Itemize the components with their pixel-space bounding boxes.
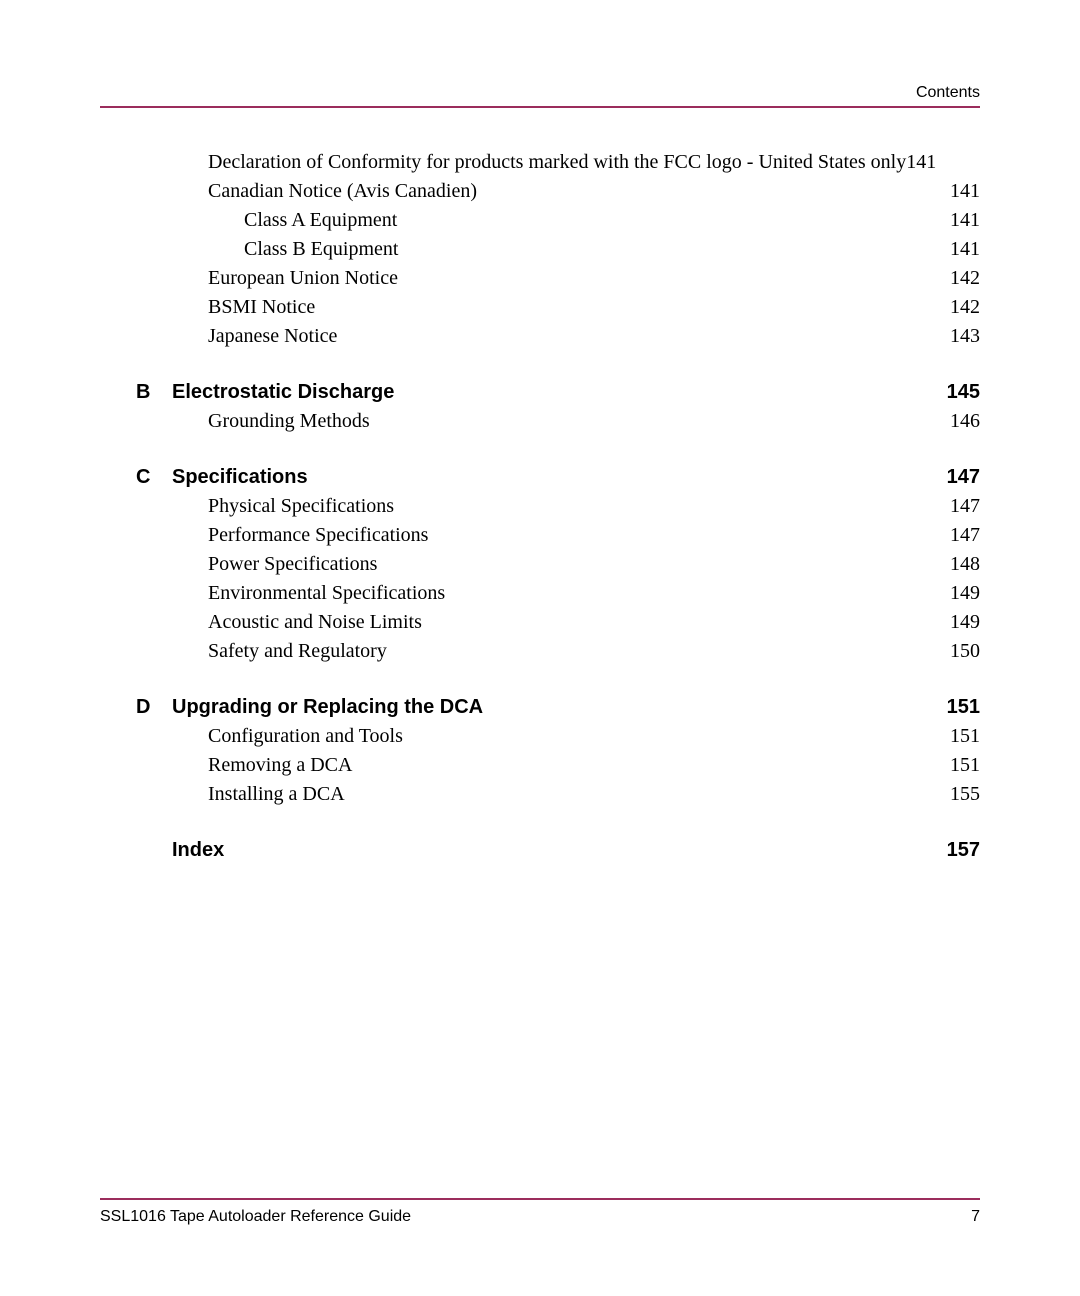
toc-entry: Installing a DCA 155 [172, 780, 980, 809]
toc-entry-page: 147 [950, 492, 980, 521]
toc-entry: Physical Specifications 147 [172, 492, 980, 521]
section-page: 147 [947, 462, 980, 492]
toc-entry-label: Declaration of Conformity for products m… [208, 148, 906, 177]
toc-entry-page: 151 [950, 722, 980, 751]
toc-entry: Japanese Notice 143 [172, 322, 980, 351]
footer-left: SSL1016 Tape Autoloader Reference Guide [100, 1208, 411, 1226]
toc-entry-page: 151 [950, 751, 980, 780]
section-letter: B [136, 377, 172, 407]
footer-right: 7 [971, 1208, 980, 1226]
toc-entry-page: 146 [950, 407, 980, 436]
toc-entry-page: 141 [950, 235, 980, 264]
section-title: Upgrading or Replacing the DCA [172, 692, 483, 722]
toc-entry-page: 141 [950, 206, 980, 235]
toc-entry-label: Canadian Notice (Avis Canadien) [208, 177, 477, 206]
toc-entry: BSMI Notice 142 [172, 293, 980, 322]
section-letter: C [136, 462, 172, 492]
section-heading: DUpgrading or Replacing the DCA151 [172, 692, 980, 722]
toc-entry-label: Performance Specifications [208, 521, 428, 550]
footer: SSL1016 Tape Autoloader Reference Guide … [100, 1198, 980, 1226]
toc-entry-page: 141 [906, 148, 936, 177]
section-title: Electrostatic Discharge [172, 377, 394, 407]
toc-entry: European Union Notice 142 [172, 264, 980, 293]
toc-entry: Canadian Notice (Avis Canadien) 141 [172, 177, 980, 206]
toc-entry-page: 149 [950, 608, 980, 637]
toc-entry: Removing a DCA 151 [172, 751, 980, 780]
toc-entry-label: Grounding Methods [208, 407, 370, 436]
toc-entry-label: Installing a DCA [208, 780, 345, 809]
toc-content: Declaration of Conformity for products m… [100, 148, 980, 865]
toc-entry-label: Class B Equipment [244, 235, 398, 264]
section-title: Index [172, 835, 224, 865]
toc-entry-first: Declaration of Conformity for products m… [172, 148, 980, 177]
section-heading: BElectrostatic Discharge145 [172, 377, 980, 407]
toc-entry-label: Japanese Notice [208, 322, 337, 351]
toc-entry-label: Environmental Specifications [208, 579, 445, 608]
section-page: 145 [947, 377, 980, 407]
toc-entry-page: 141 [950, 177, 980, 206]
toc-entry: Safety and Regulatory 150 [172, 637, 980, 666]
section-letter: D [136, 692, 172, 722]
toc-entry-page: 142 [950, 293, 980, 322]
toc-entry: Power Specifications 148 [172, 550, 980, 579]
toc-entry: Class A Equipment 141 [172, 206, 980, 235]
toc-entry-label: Acoustic and Noise Limits [208, 608, 422, 637]
toc-entry: Class B Equipment 141 [172, 235, 980, 264]
section-index: Index 157 [172, 835, 980, 865]
toc-entry-label: Class A Equipment [244, 206, 397, 235]
toc-entry-label: Safety and Regulatory [208, 637, 387, 666]
toc-entry-label: Physical Specifications [208, 492, 394, 521]
header-rule [100, 106, 980, 108]
toc-entry: Configuration and Tools 151 [172, 722, 980, 751]
footer-rule [100, 1198, 980, 1200]
toc-entry-page: 148 [950, 550, 980, 579]
toc-entry-page: 155 [950, 780, 980, 809]
toc-entry-page: 150 [950, 637, 980, 666]
toc-entry: Acoustic and Noise Limits 149 [172, 608, 980, 637]
toc-entry-label: European Union Notice [208, 264, 398, 293]
section-title: Specifications [172, 462, 308, 492]
toc-entry-page: 143 [950, 322, 980, 351]
toc-entry-label: Power Specifications [208, 550, 377, 579]
section-page: 151 [947, 692, 980, 722]
toc-entry-label: BSMI Notice [208, 293, 315, 322]
toc-entry-page: 147 [950, 521, 980, 550]
header-label: Contents [100, 84, 980, 102]
toc-entry-page: 149 [950, 579, 980, 608]
toc-entry: Grounding Methods 146 [172, 407, 980, 436]
toc-entry-label: Removing a DCA [208, 751, 352, 780]
section-heading: CSpecifications147 [172, 462, 980, 492]
toc-entry: Environmental Specifications 149 [172, 579, 980, 608]
toc-entry-label: Configuration and Tools [208, 722, 403, 751]
toc-entry-page: 142 [950, 264, 980, 293]
toc-entry: Performance Specifications 147 [172, 521, 980, 550]
section-page: 157 [947, 835, 980, 865]
